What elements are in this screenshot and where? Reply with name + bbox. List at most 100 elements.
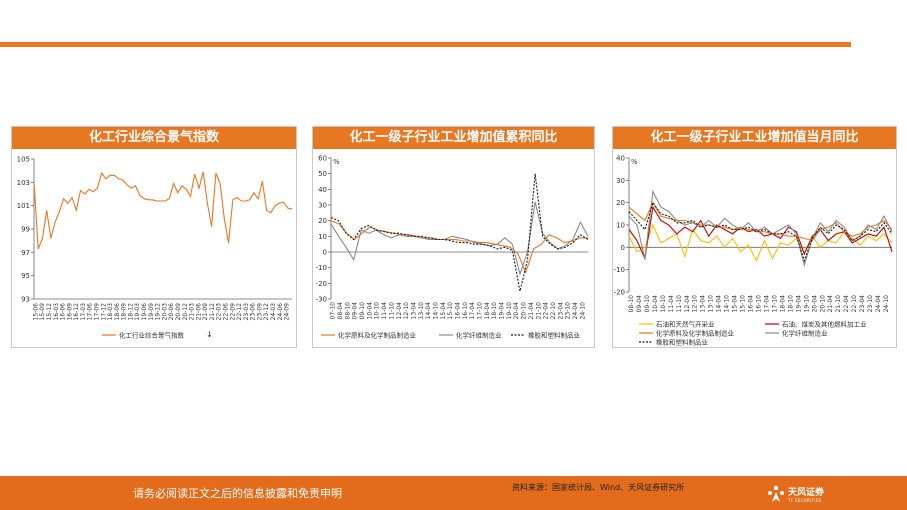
chart-title: 化工一级子行业工业增加值累积同比	[313, 127, 594, 149]
series-line-3	[628, 189, 893, 268]
y-tick-label: 60	[318, 155, 327, 163]
x-tick-label: 18-09	[121, 303, 128, 321]
x-tick-label: 14-10	[432, 302, 439, 320]
x-tick-label: 09-04	[636, 295, 643, 313]
x-tick-label: 22-10	[550, 302, 557, 320]
x-tick-label: 17-10	[477, 302, 484, 320]
x-tick-label: 17-04	[763, 295, 770, 313]
series-line-1	[330, 201, 589, 276]
x-tick-label: 07-10	[330, 302, 337, 320]
x-tick-label: 15-06	[32, 303, 39, 321]
legend-label: 橡胶和塑料制品业	[656, 338, 709, 347]
x-tick-label: 17-09	[94, 303, 101, 321]
x-tick-label: 12-04	[684, 295, 691, 313]
x-tick-label: 13-04	[410, 302, 417, 320]
x-tick-label: 18-10	[787, 295, 794, 313]
x-tick-label: 21-04	[528, 302, 535, 320]
x-tick-label: 12-10	[403, 302, 410, 320]
legend-label: 化学原料及化学制品制造业	[338, 331, 417, 340]
x-tick-label: 22-10	[851, 295, 858, 313]
x-tick-label: 24-10	[883, 295, 890, 313]
x-tick-label: 17-04	[469, 302, 476, 320]
x-tick-label: 23-03	[243, 303, 250, 321]
legend-arrow-icon: ↓	[206, 330, 213, 339]
y-tick-label: 0	[621, 244, 625, 252]
x-tick-label: 21-09	[202, 303, 209, 321]
y-tick-label: 30	[318, 202, 327, 210]
series-line-0	[628, 223, 893, 263]
disclaimer-text: 请务必阅读正文之后的信息披露和免责申明	[133, 487, 342, 500]
x-tick-label: 20-10	[521, 302, 528, 320]
x-tick-label: 11-10	[388, 302, 395, 320]
x-tick-label: 17-10	[771, 295, 778, 313]
x-tick-label: 19-03	[134, 303, 141, 321]
x-tick-label: 17-06	[87, 303, 94, 321]
series-line-0	[330, 220, 588, 274]
x-tick-label: 24-06	[277, 303, 284, 321]
x-tick-label: 24-04	[875, 295, 882, 313]
x-tick-label: 21-10	[835, 295, 842, 313]
y-tick-label: -10	[614, 266, 625, 274]
x-tick-label: 20-04	[811, 295, 818, 313]
series-line-2	[628, 201, 893, 242]
legend-label: 化学原料及化学制品制造业	[656, 329, 735, 338]
chart-panel-monthly: 化工一级子行业工业增加值当月同比 -20 -10 0 10 20 30 40% 08-10 09…	[612, 126, 897, 348]
x-tick-label: 08-10	[344, 302, 351, 320]
x-tick-label: 18-10	[491, 302, 498, 320]
x-tick-label: 18-04	[484, 302, 491, 320]
x-tick-label: 20-09	[175, 303, 182, 321]
chart-title: 化工一级子行业工业增加值当月同比	[613, 127, 896, 149]
x-tick-label: 15-12	[46, 303, 53, 321]
y-tick-label: 20	[318, 217, 327, 225]
x-tick-label: 15-10	[740, 295, 747, 313]
x-tick-label: 15-04	[440, 302, 447, 320]
y-tick-label: 40	[318, 186, 327, 194]
x-tick-label: 19-06	[141, 303, 148, 321]
x-tick-label: 24-04	[572, 302, 579, 320]
y-tick-label: -10	[316, 264, 327, 272]
source-note: 资料来源：国家统计局、Wind、天风证券研究所	[512, 483, 685, 492]
x-tick-label: 16-04	[455, 302, 462, 320]
x-tick-label: 15-10	[447, 302, 454, 320]
x-tick-label: 22-09	[229, 303, 236, 321]
x-tick-label: 16-12	[73, 303, 80, 321]
chart-title: 化工行业综合景气指数	[12, 127, 296, 149]
x-tick-label: 23-09	[256, 303, 263, 321]
x-tick-label: 18-03	[107, 303, 114, 321]
x-tick-label: 21-04	[827, 295, 834, 313]
chart-panel-cumulative: 化工一级子行业工业增加值累积同比 -30 -20 -10 0 10 20 30 40 50 60%…	[312, 126, 595, 348]
x-tick-label: 08-04	[337, 302, 344, 320]
x-tick-label: 20-03	[161, 303, 168, 321]
x-tick-label: 16-09	[66, 303, 73, 321]
x-tick-label: 16-10	[462, 302, 469, 320]
x-tick-label: 19-10	[803, 295, 810, 313]
y-tick-label: 0	[323, 249, 327, 257]
series-line-1	[628, 205, 893, 261]
legend-label: 化学纤维制造业	[456, 331, 502, 340]
x-tick-label: 24-10	[579, 302, 586, 320]
x-tick-label: 12-04	[396, 302, 403, 320]
brand-name: 天风证券	[788, 488, 825, 498]
x-tick-label: 09-10	[644, 295, 651, 313]
x-tick-label: 16-04	[748, 295, 755, 313]
x-tick-label: 23-12	[263, 303, 270, 321]
brand-logo-icon	[768, 485, 784, 502]
x-tick-label: 13-04	[700, 295, 707, 313]
x-tick-label: 09-10	[359, 302, 366, 320]
legend-label: 化学纤维制造业	[782, 329, 828, 338]
y-tick-label: 93	[21, 296, 30, 304]
x-tick-label: 19-12	[155, 303, 162, 321]
x-tick-label: 08-10	[628, 295, 635, 313]
x-tick-label: 21-12	[209, 303, 216, 321]
y-tick-label: -20	[316, 280, 327, 288]
brand-subtitle: TF SECURITIES	[788, 498, 822, 503]
legend-label: 石油和天然气开采业	[656, 320, 715, 329]
y-tick-label: -20	[614, 289, 625, 297]
y-tick-label: 101	[17, 202, 30, 210]
y-tick-label: 99	[21, 226, 30, 234]
x-tick-label: 21-03	[189, 303, 196, 321]
x-tick-label: 16-03	[53, 303, 60, 321]
x-tick-label: 11-10	[676, 295, 683, 313]
